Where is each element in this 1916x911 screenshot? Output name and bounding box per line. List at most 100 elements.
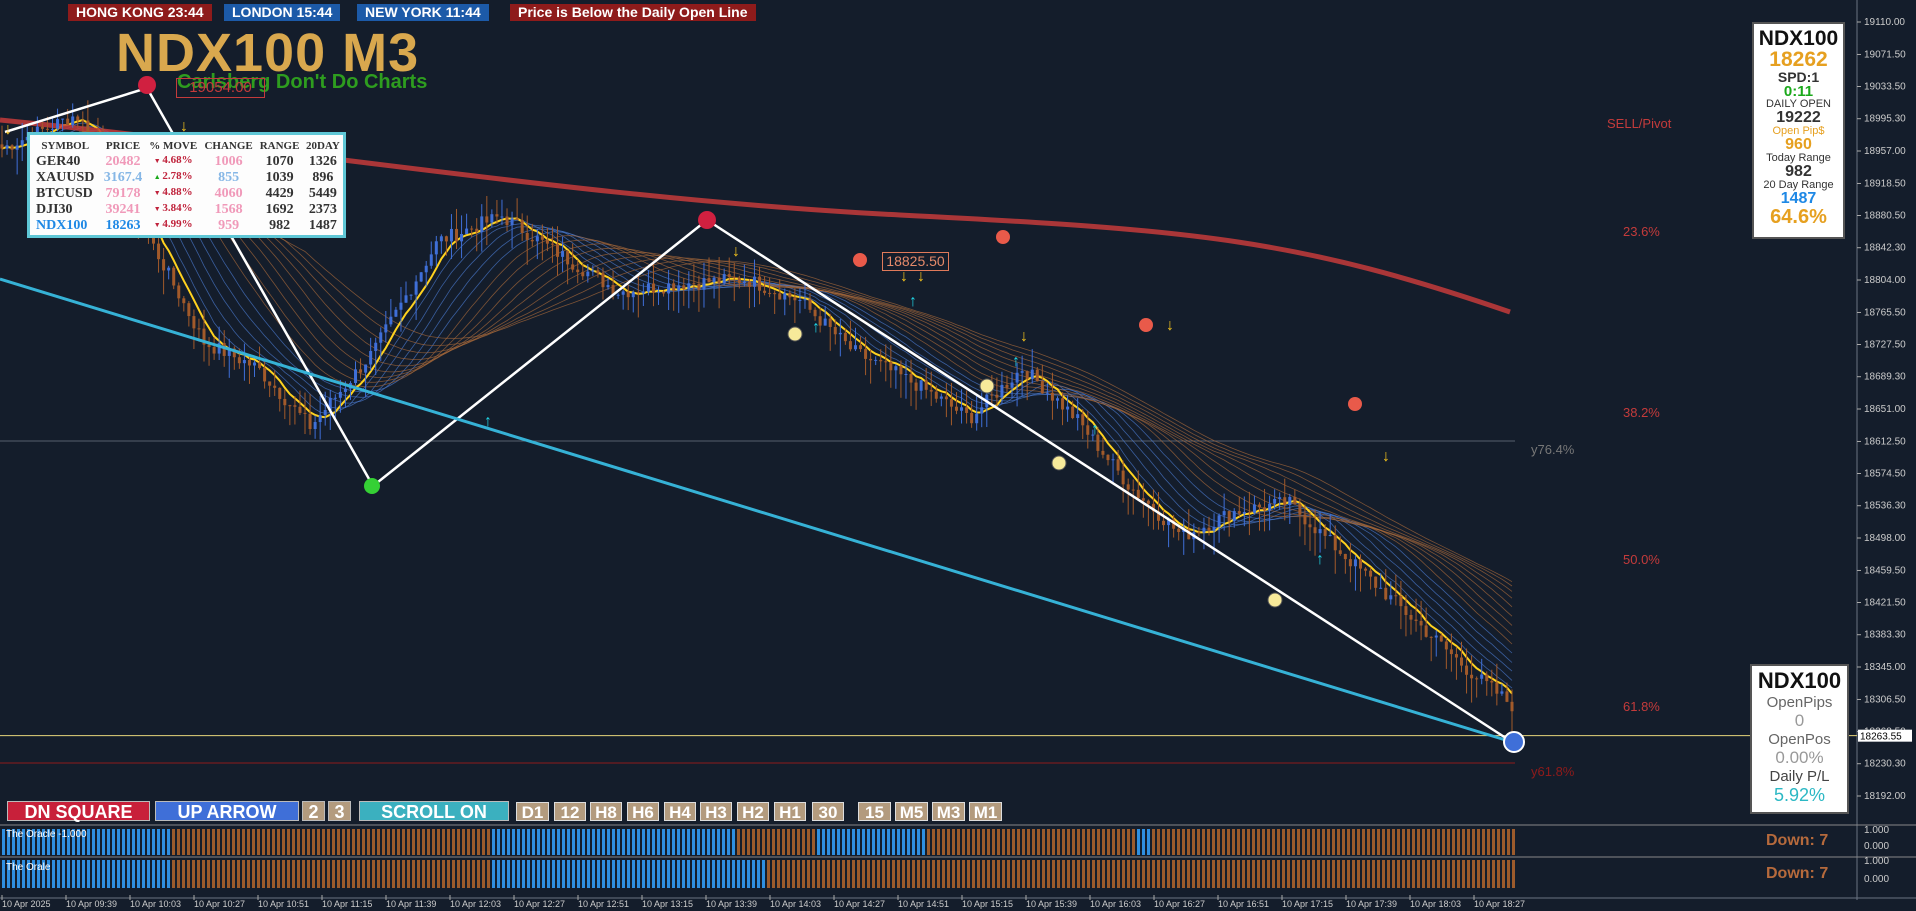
indicator-2-bar [687, 860, 690, 888]
indicator-1-bar [572, 829, 575, 855]
indicator-2-bar [1157, 860, 1160, 888]
toolbar-button-3[interactable]: 3 [328, 801, 351, 822]
arrow-down-icon: ↓ [732, 243, 740, 260]
timeframe-h2[interactable]: H2 [737, 802, 769, 822]
candle-body [1465, 665, 1469, 675]
indicator-1-bar [162, 829, 165, 855]
symbol-cell-day20: 2373 [308, 201, 337, 217]
timeframe-12[interactable]: 12 [554, 802, 586, 822]
arrow-up-icon: ▲ [153, 173, 163, 181]
price-tick: 19110.00 [1864, 17, 1905, 28]
timeframe-h4[interactable]: H4 [664, 802, 696, 822]
indicator-2-bar [682, 860, 685, 888]
timeframe-15[interactable]: 15 [858, 802, 891, 822]
indicator-1-bar [362, 829, 365, 855]
indicator-1-bar [207, 829, 210, 855]
timeframe-h1[interactable]: H1 [774, 802, 806, 822]
candle-body [919, 380, 923, 391]
arrow-down-icon: ▼ [153, 205, 163, 213]
indicator-1-bar [737, 829, 740, 855]
indicator-1-bar [132, 829, 135, 855]
indicator-2-bar [182, 860, 185, 888]
candle-body [742, 281, 746, 284]
info-daily-open-label: DAILY OPEN [1765, 98, 1831, 110]
indicator-1-bar [1432, 829, 1435, 855]
indicator-1-bar [482, 829, 485, 855]
indicator-2-bar [327, 860, 330, 888]
symbol-table-header: % MOVE [149, 140, 198, 152]
timeframe-h3[interactable]: H3 [700, 802, 732, 822]
indicator-2-bar [577, 860, 580, 888]
candle-body [823, 318, 827, 326]
candle-body [545, 239, 549, 244]
toolbar-button-1[interactable]: UP ARROW [155, 801, 299, 822]
candle-body [1303, 514, 1307, 525]
indicator-1-bar [327, 829, 330, 855]
indicator-2-bar [812, 860, 815, 888]
indicator-2-bar [612, 860, 615, 888]
indicator-2-bar [37, 860, 40, 888]
indicator-1-bar [1172, 829, 1175, 855]
indicator-2-bar [217, 860, 220, 888]
indicator-1-bar [272, 829, 275, 855]
arrow-up-icon: ↑ [909, 293, 917, 310]
indicator-1-bar [552, 829, 555, 855]
candle-body [586, 271, 590, 277]
indicator-1-bar [877, 829, 880, 855]
candle-body [444, 236, 448, 242]
indicator-1-bar [642, 829, 645, 855]
candle-body [374, 342, 378, 351]
indicator-2-bar [997, 860, 1000, 888]
symbol-cell-day20: 5449 [308, 185, 337, 201]
candle-body [641, 291, 645, 294]
indicator-1-bar [172, 829, 175, 855]
indicator-1-bar [1452, 829, 1455, 855]
indicator-1-bar [322, 829, 325, 855]
indicator-2-bar [762, 860, 765, 888]
indicator-2-bar [627, 860, 630, 888]
candle-body [1298, 503, 1302, 515]
indicator-1-bar [522, 829, 525, 855]
indicator-2-bar [22, 860, 25, 888]
indicator-2-bar [377, 860, 380, 888]
symbol-cell-range: 4429 [265, 185, 294, 201]
indicator-2-bar [1017, 860, 1020, 888]
indicator-1-bar [1097, 829, 1100, 855]
indicator-1-bar [377, 829, 380, 855]
candle-body [853, 345, 857, 350]
timeframe-m3[interactable]: M3 [932, 802, 965, 822]
indicator-1-bar [127, 829, 130, 855]
indicator-1-bar [22, 829, 25, 855]
timeframe-h6[interactable]: H6 [627, 802, 659, 822]
candle-body [364, 364, 368, 373]
indicator-1-bar [1412, 829, 1415, 855]
clock-3: Price is Below the Daily Open Line [510, 4, 756, 21]
indicator-1-bar [542, 829, 545, 855]
candle-body [712, 277, 716, 283]
candle-body [500, 216, 504, 218]
timeframe-h8[interactable]: H8 [590, 802, 622, 822]
indicator-1-bar [1397, 829, 1400, 855]
timeframe-d1[interactable]: D1 [516, 802, 549, 822]
indicator-1-bar [712, 829, 715, 855]
timeframe-30[interactable]: 30 [812, 802, 844, 822]
candle-body [662, 291, 666, 294]
candle-body [596, 270, 600, 274]
toolbar-button-2[interactable]: 2 [302, 801, 325, 822]
toolbar-button-0[interactable]: DN SQUARE [7, 801, 150, 822]
timeframe-m5[interactable]: M5 [895, 802, 928, 822]
clock-2: NEW YORK 11:44 [357, 4, 489, 21]
indicator-1-bar [17, 829, 20, 855]
indicator-1-bar [7, 829, 10, 855]
indicator-1-bar [497, 829, 500, 855]
toolbar-button-4[interactable]: SCROLL ON [359, 801, 509, 822]
indicator-1-bar [937, 829, 940, 855]
symbol-cell-change: 4060 [214, 185, 243, 201]
indicator-2-bar [1377, 860, 1380, 888]
candle-body [1343, 553, 1347, 560]
timeframe-m1[interactable]: M1 [969, 802, 1002, 822]
indicator-1-bar [862, 829, 865, 855]
candle-body [15, 145, 19, 150]
indicator-1-bar [857, 829, 860, 855]
